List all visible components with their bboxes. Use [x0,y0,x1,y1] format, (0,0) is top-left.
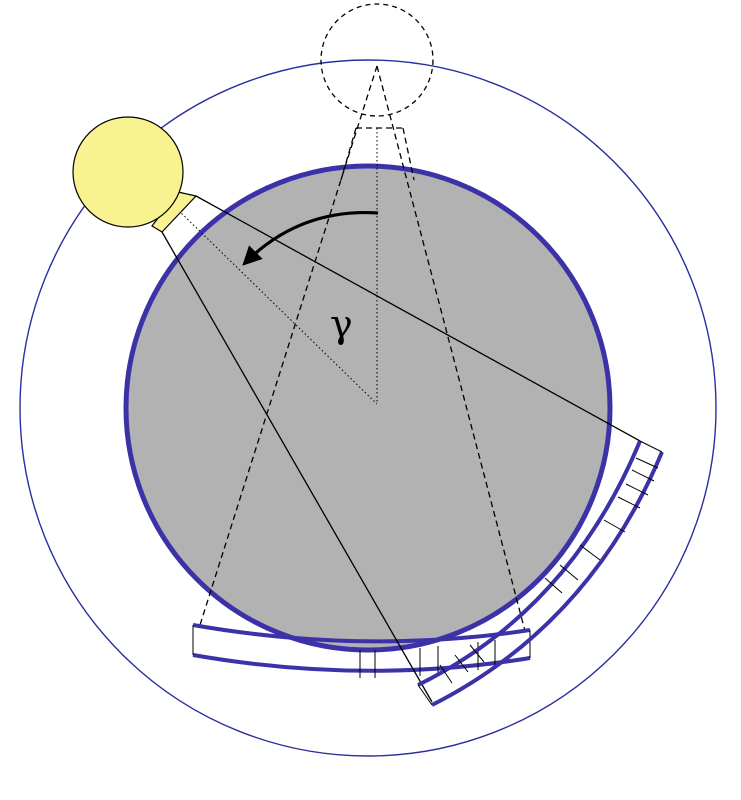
x-ray-source [73,117,183,227]
scanned-object [126,166,610,650]
angle-gamma-label: γ [330,302,353,346]
